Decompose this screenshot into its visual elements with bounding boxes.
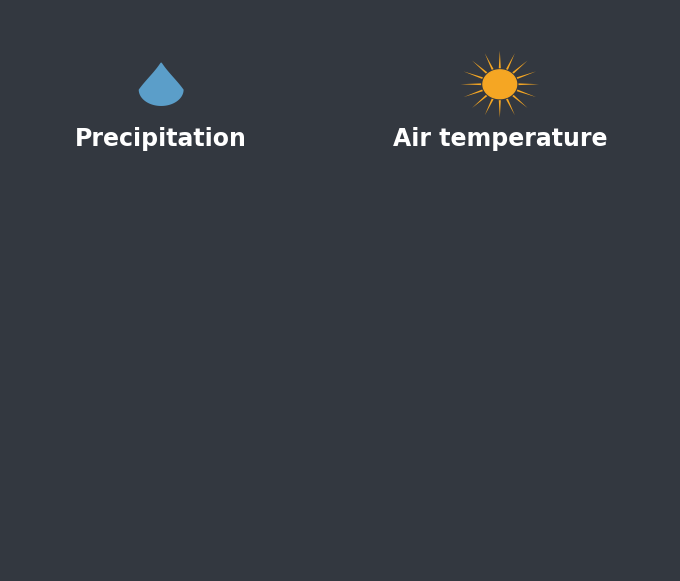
Polygon shape — [483, 70, 517, 99]
Polygon shape — [498, 51, 501, 69]
Polygon shape — [485, 99, 494, 115]
Polygon shape — [512, 95, 528, 108]
Polygon shape — [506, 99, 515, 115]
Polygon shape — [517, 71, 536, 79]
Text: Air temperature: Air temperature — [392, 127, 607, 152]
Polygon shape — [498, 100, 501, 118]
Polygon shape — [512, 60, 528, 74]
Polygon shape — [464, 71, 483, 79]
Polygon shape — [518, 83, 539, 85]
Polygon shape — [485, 53, 494, 70]
Polygon shape — [506, 53, 515, 70]
Polygon shape — [472, 95, 488, 108]
Text: Precipitation: Precipitation — [75, 127, 247, 152]
Polygon shape — [517, 89, 536, 97]
Polygon shape — [460, 83, 481, 85]
Polygon shape — [472, 60, 488, 74]
Polygon shape — [464, 89, 483, 97]
Polygon shape — [139, 63, 184, 106]
